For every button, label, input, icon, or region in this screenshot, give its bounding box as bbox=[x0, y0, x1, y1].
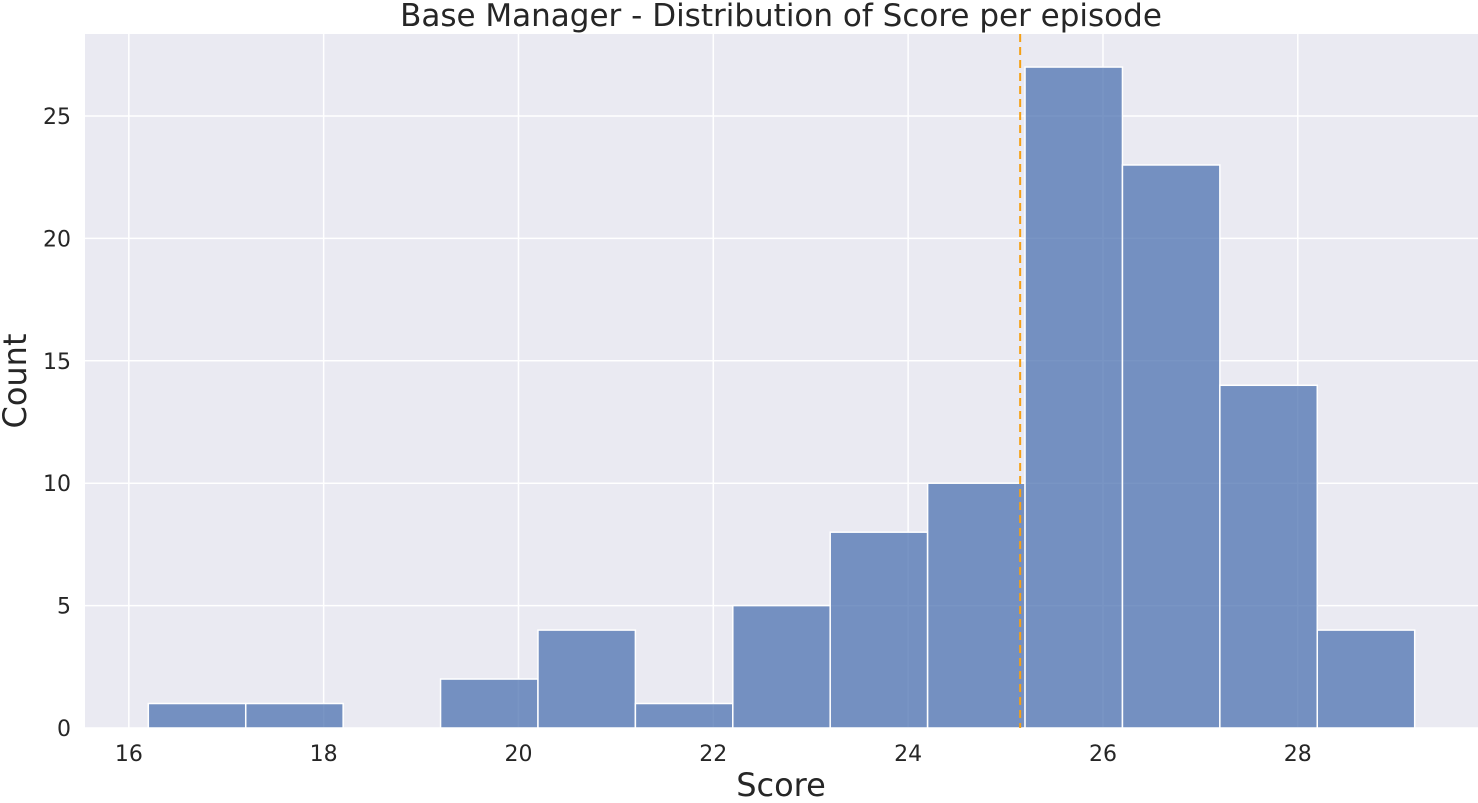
y-tick-label: 15 bbox=[43, 350, 71, 375]
x-tick-label: 24 bbox=[894, 742, 922, 767]
chart-title: Base Manager - Distribution of Score per… bbox=[400, 0, 1162, 34]
histogram-bars bbox=[147, 66, 1416, 729]
histogram-bar bbox=[829, 531, 929, 729]
histogram-bar bbox=[1024, 66, 1124, 729]
y-tick-label: 0 bbox=[57, 717, 71, 742]
histogram-bar bbox=[537, 629, 637, 729]
histogram-bar bbox=[732, 604, 831, 729]
y-tick-label: 25 bbox=[43, 105, 71, 130]
x-tick-label: 20 bbox=[504, 742, 532, 767]
histogram-bar bbox=[1121, 164, 1221, 729]
x-tick-label: 26 bbox=[1089, 742, 1117, 767]
x-tick-label: 16 bbox=[115, 742, 143, 767]
x-tick-label: 22 bbox=[699, 742, 727, 767]
y-axis-label: Count bbox=[0, 333, 34, 428]
y-tick-labels: 0 5 10 15 20 25 bbox=[43, 105, 71, 742]
y-tick-label: 20 bbox=[43, 227, 71, 252]
x-axis-label: Score bbox=[736, 766, 826, 803]
x-tick-label: 18 bbox=[310, 742, 338, 767]
histogram-bar bbox=[926, 482, 1026, 729]
histogram-bar bbox=[244, 702, 344, 729]
histogram-bar bbox=[147, 702, 247, 729]
histogram-bar bbox=[634, 702, 734, 729]
y-tick-label: 10 bbox=[43, 472, 71, 497]
histogram-bar bbox=[1219, 384, 1319, 729]
histogram-bar bbox=[1316, 629, 1416, 729]
histogram-bar bbox=[439, 678, 539, 729]
y-tick-label: 5 bbox=[57, 595, 71, 620]
x-tick-label: 28 bbox=[1284, 742, 1312, 767]
x-tick-labels: 16 18 20 22 24 26 28 bbox=[115, 742, 1312, 767]
